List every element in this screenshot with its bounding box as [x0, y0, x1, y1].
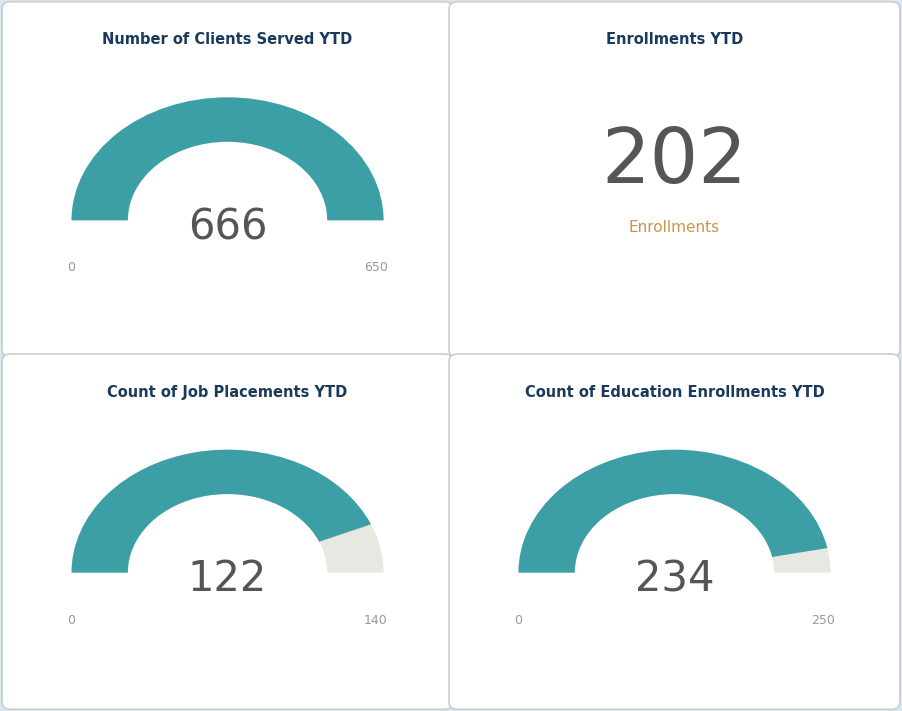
Text: 140: 140 [364, 614, 388, 626]
Text: 0: 0 [67, 262, 75, 274]
FancyBboxPatch shape [2, 354, 453, 710]
FancyBboxPatch shape [449, 354, 900, 710]
Text: Count of Education Enrollments YTD: Count of Education Enrollments YTD [525, 385, 824, 400]
Text: 202: 202 [602, 125, 748, 199]
Text: Enrollments: Enrollments [629, 220, 720, 235]
FancyBboxPatch shape [449, 1, 900, 357]
Wedge shape [519, 449, 831, 572]
Text: 234: 234 [635, 558, 714, 601]
Text: 0: 0 [514, 614, 522, 626]
Wedge shape [71, 97, 383, 220]
FancyBboxPatch shape [2, 1, 453, 357]
Wedge shape [71, 97, 383, 220]
Wedge shape [519, 449, 827, 572]
Text: 0: 0 [67, 614, 75, 626]
Text: 122: 122 [188, 558, 267, 601]
Text: 250: 250 [811, 614, 835, 626]
Wedge shape [71, 449, 383, 572]
Wedge shape [71, 449, 371, 572]
Text: Count of Job Placements YTD: Count of Job Placements YTD [107, 385, 347, 400]
Text: Number of Clients Served YTD: Number of Clients Served YTD [103, 33, 353, 48]
Text: 650: 650 [364, 262, 388, 274]
Text: 666: 666 [188, 206, 267, 248]
Text: Enrollments YTD: Enrollments YTD [606, 33, 743, 48]
